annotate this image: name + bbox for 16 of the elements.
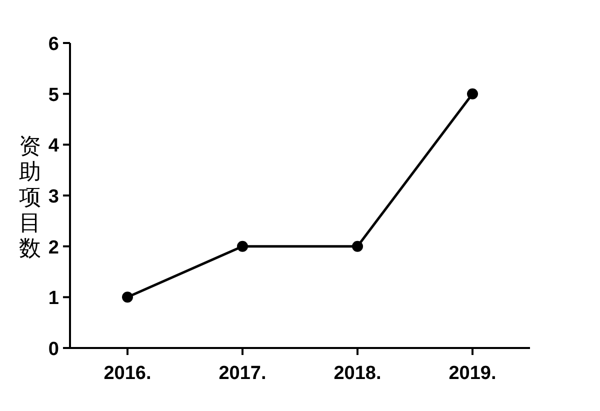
point bbox=[237, 240, 248, 252]
y-tick-label: 2 bbox=[48, 237, 59, 258]
y-tick-label: 3 bbox=[48, 186, 59, 208]
point bbox=[352, 240, 363, 252]
point bbox=[122, 292, 133, 303]
x-tick-label: 2018. bbox=[334, 363, 382, 384]
y-tick-label: 4 bbox=[48, 136, 60, 157]
y-tick-label: 5 bbox=[48, 84, 60, 106]
x-tick-label: 2019. bbox=[448, 363, 496, 384]
x-tick-label: 2017. bbox=[218, 363, 266, 384]
x-tick-label: 2016. bbox=[104, 363, 152, 384]
point bbox=[467, 88, 478, 100]
y-tick-label: 1 bbox=[48, 288, 60, 310]
y-tick-label: 6 bbox=[48, 34, 59, 55]
y-tick-label: 0 bbox=[48, 339, 59, 360]
y-axis-title: 资助项目数 bbox=[19, 134, 41, 262]
